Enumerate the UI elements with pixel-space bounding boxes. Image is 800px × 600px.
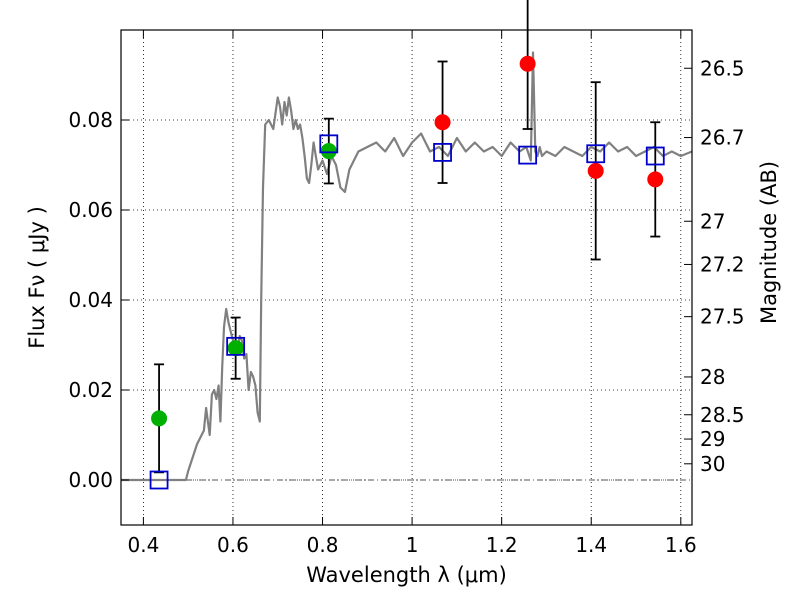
y-axis-ticks: 0.00 0.02 0.04 0.06 0.08 (68, 108, 129, 492)
y2-tick-label: 27.2 (700, 252, 745, 276)
x-tick-label: 0.4 (127, 533, 159, 557)
y-tick-label: 0.00 (68, 468, 113, 492)
y2-tick-label: 27 (700, 209, 725, 233)
x-axis-ticks: 0.4 0.6 0.8 1 1.2 1.4 1.6 (127, 30, 697, 557)
y-tick-label: 0.06 (68, 198, 113, 222)
model-spectrum (121, 51, 693, 482)
x-axis-label: Wavelength λ (μm) (306, 563, 507, 587)
data-point-circle (320, 143, 337, 160)
data-point-square (645, 146, 665, 166)
data-markers (149, 55, 665, 490)
y2-tick-label: 26.7 (700, 126, 745, 150)
y2-tick-label: 26.5 (700, 56, 745, 80)
data-point-circle (647, 171, 664, 188)
x-tick-label: 1.6 (665, 533, 697, 557)
y-axis-label: Flux Fν ( μJy ) (25, 206, 49, 349)
data-point-circle (587, 162, 604, 179)
data-point-square (149, 470, 169, 490)
data-point-circle (227, 340, 244, 357)
data-point-square (226, 336, 246, 356)
x-tick-label: 0.6 (217, 533, 249, 557)
grid-lines (121, 30, 692, 525)
x-tick-label: 1.4 (575, 533, 607, 557)
y-tick-label: 0.04 (68, 288, 113, 312)
spectrum-line (121, 51, 693, 482)
x-tick-label: 0.8 (307, 533, 339, 557)
y2-axis-label: Magnitude (AB) (757, 161, 781, 324)
y-tick-label: 0.02 (68, 378, 113, 402)
y2-tick-label: 30 (700, 452, 725, 476)
y-tick-label: 0.08 (68, 108, 113, 132)
data-point-circle (434, 114, 451, 131)
data-point-square (586, 144, 606, 164)
x-tick-label: 1 (406, 533, 419, 557)
error-bars (154, 0, 661, 474)
data-point-circle (519, 55, 536, 72)
plot-frame (120, 29, 693, 526)
data-point-square (319, 134, 339, 154)
data-point-square (433, 142, 452, 162)
y2-tick-label: 27.5 (700, 305, 745, 329)
x-tick-label: 1.2 (486, 533, 518, 557)
y2-tick-label: 28 (700, 365, 725, 389)
data-point-circle (151, 410, 168, 427)
y2-tick-label: 29 (700, 427, 725, 451)
y2-tick-label: 28.5 (700, 403, 745, 427)
data-point-square (518, 145, 538, 165)
